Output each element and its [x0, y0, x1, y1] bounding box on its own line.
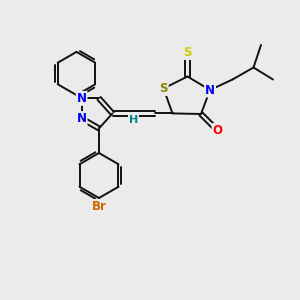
Text: S: S — [183, 46, 192, 59]
Text: N: N — [76, 112, 87, 125]
Text: N: N — [76, 92, 87, 105]
Text: O: O — [212, 124, 223, 137]
Text: H: H — [129, 115, 138, 125]
Text: S: S — [159, 82, 168, 95]
Text: Br: Br — [92, 200, 106, 213]
Text: N: N — [205, 83, 215, 97]
